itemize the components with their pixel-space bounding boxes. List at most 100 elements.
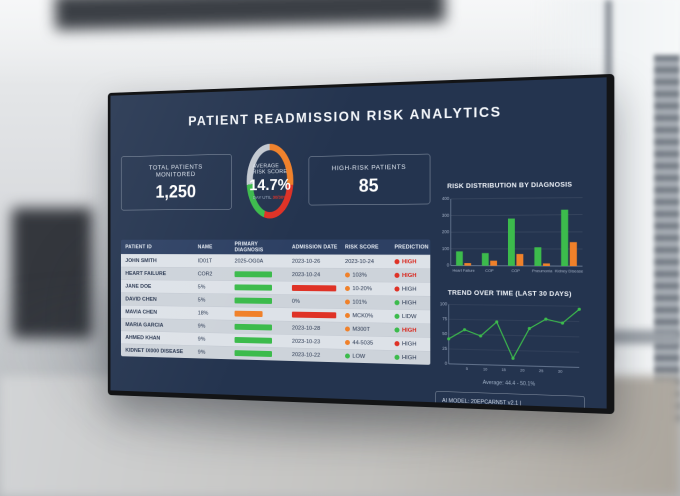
- svg-text:20: 20: [520, 368, 524, 372]
- cell-text: MCK0%: [352, 312, 374, 319]
- cell-diagnosis: 2025-OG0A: [230, 258, 287, 264]
- cell-name: COR2: [197, 271, 213, 277]
- wall-mounted-tv: PATIENT READMISSION RISK ANALYTICS TOTAL…: [107, 73, 615, 415]
- cell-diagnosis: [230, 271, 287, 278]
- cell-admission: [287, 284, 340, 292]
- svg-text:Pneumonia: Pneumonia: [532, 269, 552, 273]
- svg-text:COP: COP: [511, 269, 520, 273]
- status-dot: [345, 299, 350, 305]
- high-risk-card: HIGH-RISK PATIENTS 85: [308, 153, 431, 206]
- dashboard: PATIENT READMISSION RISK ANALYTICS TOTAL…: [110, 101, 595, 409]
- status-dot: [394, 300, 400, 306]
- cell-text: HIGH: [401, 299, 417, 307]
- cell-patient: HEART FAILURE: [125, 270, 167, 277]
- svg-text:50: 50: [442, 331, 448, 336]
- cell-risk: 101%: [340, 299, 389, 306]
- cell-text: 2023-10-22: [291, 351, 321, 359]
- risk-gauge-center: AVERAGE RISK SCORE 14.7% DAY UTIL 30/30%: [249, 149, 291, 213]
- line-chart-block: TREND OVER TIME (LAST 30 DAYS) 0 25 50 75 10…: [435, 288, 584, 388]
- bar-chart-plot: 0 100 200 300 400 Heart Failure COP COP Pneumoni…: [442, 196, 584, 274]
- cell-patient: KIDNET IX000 DISEASE: [125, 347, 184, 355]
- col-prediction: PREDICTION: [394, 244, 429, 251]
- progress-bar: [234, 310, 263, 318]
- progress-bar: [234, 284, 272, 291]
- high-risk-value: 85: [358, 174, 379, 196]
- cell-diagnosis: [230, 297, 287, 304]
- average-risk-caption: DAY UTIL 30/30%: [253, 194, 287, 199]
- cell-name: 9%: [197, 323, 206, 330]
- cell-prediction: LIDW: [389, 313, 430, 320]
- col-primary-diagnosis: PRIMARY DIAGNOSIS: [234, 241, 264, 253]
- cell-admission: 2023-10-23: [287, 338, 340, 345]
- col-name: NAME: [197, 244, 213, 250]
- average-risk-label: AVERAGE RISK SCORE: [252, 162, 288, 175]
- status-dot: [394, 341, 400, 347]
- line-chart-caption: Average: 44.4 - 50.1%: [482, 379, 536, 388]
- cell-patient: MARIA GARCIA: [125, 321, 164, 329]
- patient-table: PATIENT ID NAME PRIMARY DIAGNOSIS ADMISS…: [120, 239, 431, 365]
- cell-prediction: HIGH: [389, 272, 430, 279]
- svg-text:0: 0: [445, 361, 448, 366]
- status-dot: [394, 259, 400, 265]
- svg-text:15: 15: [502, 368, 506, 372]
- bar-chart-block: RISK DISTRIBUTION BY DIAGNOSIS 0 100 200 30…: [435, 180, 584, 282]
- cell-text: HIGH: [401, 286, 417, 293]
- progress-bar: [234, 271, 272, 278]
- cell-risk: 103%: [340, 272, 389, 278]
- cell-text: 44-5035: [352, 339, 374, 347]
- cell-text: LOW: [352, 353, 366, 360]
- cell-text: HIGH: [401, 258, 417, 265]
- cell-name: 5%: [197, 297, 206, 303]
- cell-prediction: HIGH: [389, 300, 430, 307]
- progress-bar: [234, 336, 272, 344]
- cell-admission: 0%: [287, 298, 340, 305]
- svg-text:Kidney Disease: Kidney Disease: [555, 269, 583, 274]
- status-dot: [394, 354, 400, 360]
- cell-diagnosis: [230, 310, 287, 318]
- col-patient-id: PATIENT ID: [125, 244, 152, 250]
- cell-text: 101%: [352, 299, 367, 306]
- ai-model-line: AI MODEL: 20EPCARN5T v2.1 |: [442, 397, 522, 407]
- status-dot: [345, 326, 350, 332]
- total-patients-card: TOTAL PATIENTS MONITORED 1,250: [120, 153, 232, 211]
- col-risk-score: RISK SCORE: [345, 244, 379, 251]
- cell-text: 2025-OG0A: [234, 258, 264, 265]
- cell-patient: DAVID CHEN: [125, 296, 157, 303]
- svg-text:100: 100: [442, 246, 450, 251]
- cell-text: 103%: [352, 272, 367, 279]
- svg-text:0: 0: [447, 263, 450, 268]
- cell-prediction: HIGH: [389, 354, 430, 361]
- table-header: PATIENT ID NAME PRIMARY DIAGNOSIS ADMISS…: [120, 239, 431, 255]
- svg-text:200: 200: [442, 229, 450, 234]
- progress-bar: [291, 311, 337, 319]
- caption-right: 30/30%: [272, 194, 288, 200]
- cell-risk: MCK0%: [340, 312, 389, 319]
- svg-text:100: 100: [440, 301, 448, 306]
- cell-diagnosis: [230, 350, 287, 357]
- total-patients-label: TOTAL PATIENTS MONITORED: [148, 162, 203, 179]
- cell-risk: 10-20%: [340, 285, 389, 292]
- svg-text:25: 25: [442, 346, 448, 351]
- cell-prediction: HIGH: [389, 340, 430, 347]
- window-blinds: [654, 55, 680, 425]
- status-dot: [345, 339, 350, 346]
- cell-text: 10-20%: [352, 285, 372, 292]
- cell-admission: [287, 311, 340, 319]
- svg-text:300: 300: [442, 213, 450, 218]
- average-risk-value: 14.7%: [249, 175, 291, 194]
- bar-chart-title: RISK DISTRIBUTION BY DIAGNOSIS: [447, 180, 573, 190]
- status-dot: [394, 313, 400, 319]
- cell-name: 5%: [197, 284, 206, 290]
- cell-patient: JOHN SMITH: [125, 257, 157, 264]
- side-monitor: [12, 208, 92, 338]
- cell-name: ID01T: [197, 257, 213, 264]
- total-patients-value: 1,250: [155, 181, 197, 202]
- cell-prediction: HIGH: [389, 259, 430, 265]
- right-column: RISK DISTRIBUTION BY DIAGNOSIS 0 100 200 30…: [435, 180, 585, 409]
- cell-text: 2023-10-23: [291, 338, 321, 345]
- line-chart-plot: 0 25 50 75 100 5 10 15 20 25 30: [440, 301, 581, 374]
- progress-bar: [291, 284, 337, 292]
- svg-text:COP: COP: [485, 269, 494, 273]
- cell-patient: AHMED KHAN: [125, 334, 161, 342]
- progress-bar: [234, 350, 272, 357]
